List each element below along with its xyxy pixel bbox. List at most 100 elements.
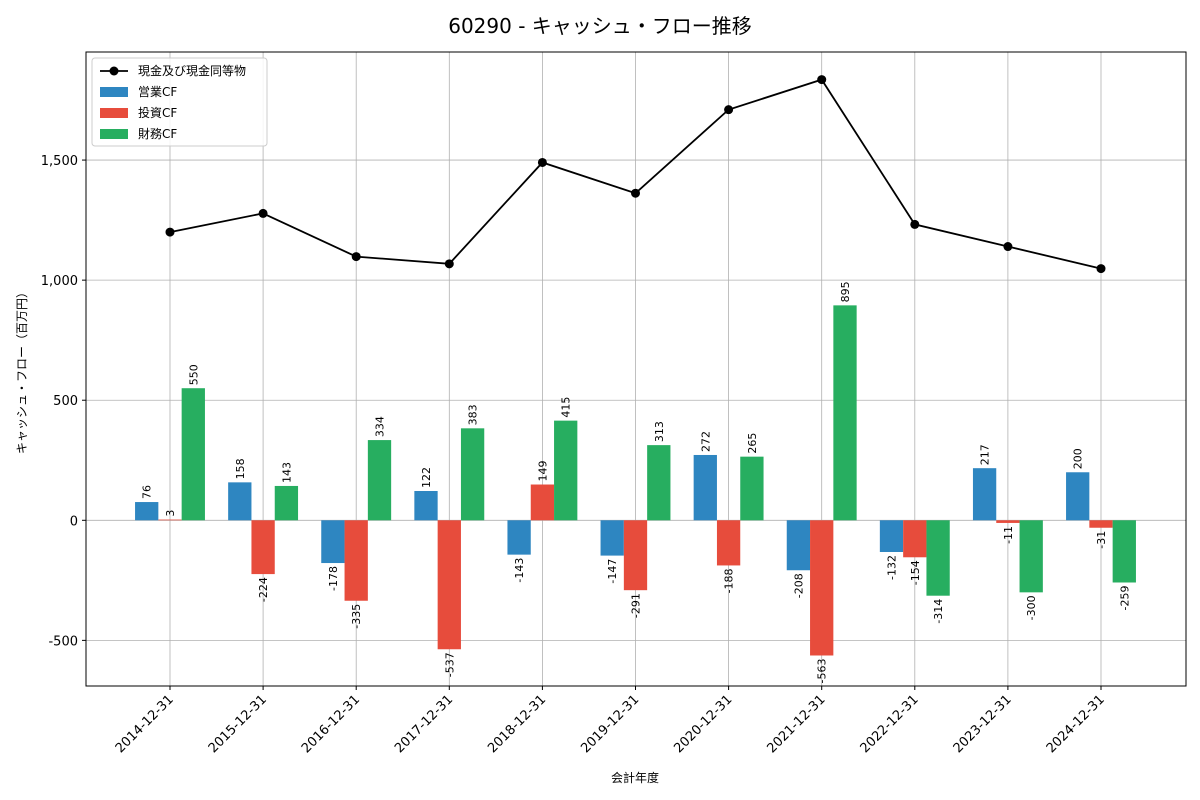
bar-label: 415 (560, 397, 573, 418)
cash-point-2021-12-31 (817, 75, 827, 85)
bar-label: 217 (979, 444, 992, 465)
x-tick-label: 2023-12-31 (951, 692, 1015, 756)
bar-label: 272 (699, 431, 712, 452)
y-tick-label: -500 (48, 634, 78, 649)
bar-label: 265 (746, 433, 759, 454)
y-axis-title: キャッシュ・フロー（百万円） (15, 286, 29, 454)
legend-label: 現金及び現金同等物 (138, 63, 246, 78)
bar-label: 383 (467, 404, 480, 425)
bar-label: -314 (932, 599, 945, 624)
bar-営業CF-2020-12-31 (693, 454, 717, 521)
x-tick-label: 2017-12-31 (392, 692, 456, 756)
legend-swatch (100, 129, 128, 139)
cash-point-2016-12-31 (351, 252, 361, 262)
y-tick-label: 1,000 (41, 274, 78, 289)
bar-投資CF-2017-12-31 (437, 520, 461, 650)
y-tick-label: 500 (53, 394, 78, 409)
bar-財務CF-2020-12-31 (740, 456, 764, 521)
bar-投資CF-2022-12-31 (903, 520, 927, 558)
bar-label: -154 (909, 560, 922, 585)
bar-label: -335 (350, 604, 363, 629)
bar-投資CF-2020-12-31 (716, 520, 741, 566)
bar-label: -147 (606, 559, 619, 584)
x-axis-title: 会計年度 (611, 770, 659, 785)
cash-point-2024-12-31 (1096, 264, 1106, 274)
bar-財務CF-2018-12-31 (554, 420, 578, 521)
legend-label: 営業CF (138, 85, 177, 99)
y-tick-label: 1,500 (41, 154, 78, 169)
bar-財務CF-2017-12-31 (460, 428, 485, 521)
x-tick-label: 2020-12-31 (671, 692, 735, 756)
bar-営業CF-2024-12-31 (1066, 472, 1090, 521)
x-tick-label: 2019-12-31 (578, 692, 642, 756)
bar-投資CF-2019-12-31 (623, 520, 648, 591)
bar-財務CF-2019-12-31 (647, 445, 671, 521)
legend-swatch (100, 87, 128, 97)
x-tick-label: 2018-12-31 (485, 692, 549, 756)
bar-label: 550 (187, 364, 200, 385)
x-tick-label: 2024-12-31 (1044, 692, 1108, 756)
bar-label: -291 (630, 593, 643, 618)
bar-label: 143 (280, 462, 293, 483)
bar-label: -259 (1118, 585, 1131, 610)
bar-営業CF-2018-12-31 (507, 520, 531, 555)
bar-label: -188 (723, 568, 736, 593)
x-tick-label: 2015-12-31 (206, 692, 270, 756)
bar-label: -11 (1002, 526, 1015, 544)
bar-営業CF-2019-12-31 (600, 520, 624, 556)
bar-label: -178 (327, 566, 340, 591)
bar-label: 200 (1072, 448, 1085, 469)
bar-営業CF-2014-12-31 (135, 502, 159, 521)
cash-point-2017-12-31 (444, 259, 454, 269)
cash-point-2014-12-31 (165, 227, 175, 237)
legend-swatch (100, 108, 128, 118)
x-tick-label: 2022-12-31 (858, 692, 922, 756)
bar-label: -224 (257, 577, 270, 602)
bar-投資CF-2023-12-31 (996, 520, 1020, 523)
bar-財務CF-2022-12-31 (926, 520, 950, 596)
x-tick-label: 2021-12-31 (764, 692, 828, 756)
bar-label: -143 (513, 558, 526, 583)
bar-営業CF-2023-12-31 (972, 468, 997, 521)
bar-label: -31 (1095, 531, 1108, 549)
bar-label: 158 (234, 458, 247, 479)
bar-営業CF-2016-12-31 (321, 520, 345, 564)
bar-財務CF-2024-12-31 (1112, 520, 1136, 583)
bars-layer: 76 158 -178 122 -143 -147 272 -208 -132 217 200 3 -2… (135, 281, 1136, 683)
bar-財務CF-2014-12-31 (181, 388, 205, 521)
legend-label: 財務CF (138, 126, 177, 141)
bar-label: 313 (653, 421, 666, 442)
chart-title: 60290 - キャッシュ・フロー推移 (448, 14, 752, 38)
bar-営業CF-2015-12-31 (228, 482, 252, 521)
line-layer (165, 75, 1106, 274)
legend-box (91, 57, 268, 147)
bar-label: 334 (374, 416, 387, 437)
cash-point-2023-12-31 (1003, 242, 1013, 252)
bar-投資CF-2024-12-31 (1089, 520, 1113, 528)
bar-label: 76 (141, 485, 154, 499)
bar-財務CF-2015-12-31 (274, 485, 299, 521)
cash-point-2022-12-31 (910, 219, 920, 229)
bar-投資CF-2014-12-31 (158, 519, 182, 521)
cash-point-2015-12-31 (258, 208, 268, 218)
legend-label: 投資CF (138, 105, 177, 120)
bar-営業CF-2021-12-31 (786, 520, 811, 571)
cash-point-2019-12-31 (631, 188, 640, 198)
bar-財務CF-2023-12-31 (1019, 520, 1043, 593)
bar-営業CF-2017-12-31 (414, 490, 438, 521)
bar-財務CF-2021-12-31 (833, 305, 857, 521)
bar-label: -208 (792, 573, 805, 598)
bar-投資CF-2021-12-31 (810, 520, 834, 656)
bar-財務CF-2016-12-31 (367, 440, 392, 521)
bar-投資CF-2018-12-31 (530, 484, 555, 521)
bar-label: -300 (1025, 595, 1038, 620)
bar-投資CF-2015-12-31 (251, 520, 275, 575)
bar-投資CF-2016-12-31 (344, 520, 368, 601)
cash-point-2020-12-31 (724, 105, 734, 115)
bar-label: 122 (420, 467, 433, 488)
bar-label: 3 (164, 510, 177, 517)
legend-marker (109, 66, 119, 76)
